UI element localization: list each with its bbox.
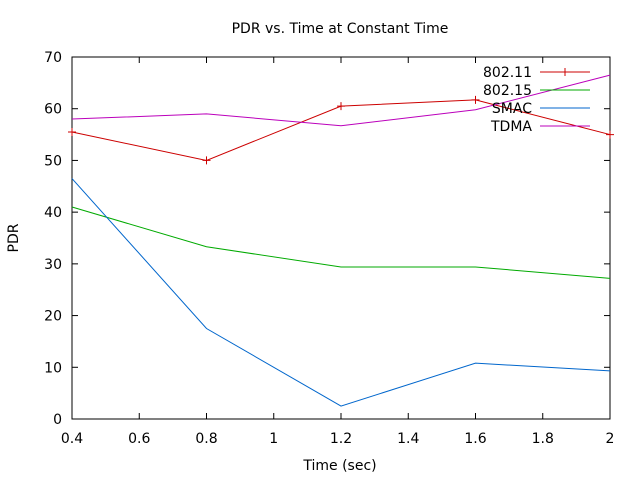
chart-title: PDR vs. Time at Constant Time	[232, 21, 449, 37]
series-line	[71, 178, 611, 407]
y-tick-label: 50	[44, 153, 62, 169]
x-tick-label: 1.4	[397, 431, 419, 447]
x-tick-label: 0.6	[128, 431, 150, 447]
series-tdma	[71, 74, 611, 127]
legend-marker	[561, 68, 569, 76]
x-tick-label: 1	[269, 431, 278, 447]
series-smac	[71, 178, 611, 407]
data-point	[202, 156, 211, 165]
x-tick-label: 1.8	[532, 431, 554, 447]
y-tick-label: 40	[44, 205, 62, 221]
data-point	[68, 127, 76, 136]
y-tick-label: 60	[44, 102, 62, 118]
legend-entry: 802.11	[483, 65, 590, 81]
data-point	[471, 95, 480, 104]
x-tick-label: 0.8	[195, 431, 217, 447]
series-line	[71, 206, 611, 279]
series-802-11	[68, 95, 614, 165]
legend-label: 802.11	[483, 65, 532, 81]
y-tick-label: 30	[44, 257, 62, 273]
data-point	[337, 102, 345, 111]
y-tick-label: 70	[44, 50, 62, 66]
legend-entry: SMAC	[492, 101, 590, 117]
series-line	[71, 74, 611, 127]
data-point	[606, 130, 614, 139]
y-tick-label: 0	[53, 412, 62, 428]
x-tick-label: 1.6	[464, 431, 486, 447]
legend-label: SMAC	[492, 101, 532, 117]
y-tick-label: 20	[44, 309, 62, 325]
x-tick-label: 1.2	[330, 431, 352, 447]
legend-label: 802.15	[483, 83, 532, 99]
legend-label: TDMA	[490, 119, 532, 135]
y-axis-label: PDR	[6, 223, 22, 252]
legend-entry: TDMA	[490, 119, 590, 135]
y-tick-label: 10	[44, 360, 62, 376]
x-tick-label: 0.4	[61, 431, 83, 447]
legend-entry: 802.15	[483, 83, 590, 99]
series-802-15	[71, 206, 611, 279]
x-tick-label: 2	[606, 431, 615, 447]
x-axis-label: Time (sec)	[302, 458, 376, 474]
